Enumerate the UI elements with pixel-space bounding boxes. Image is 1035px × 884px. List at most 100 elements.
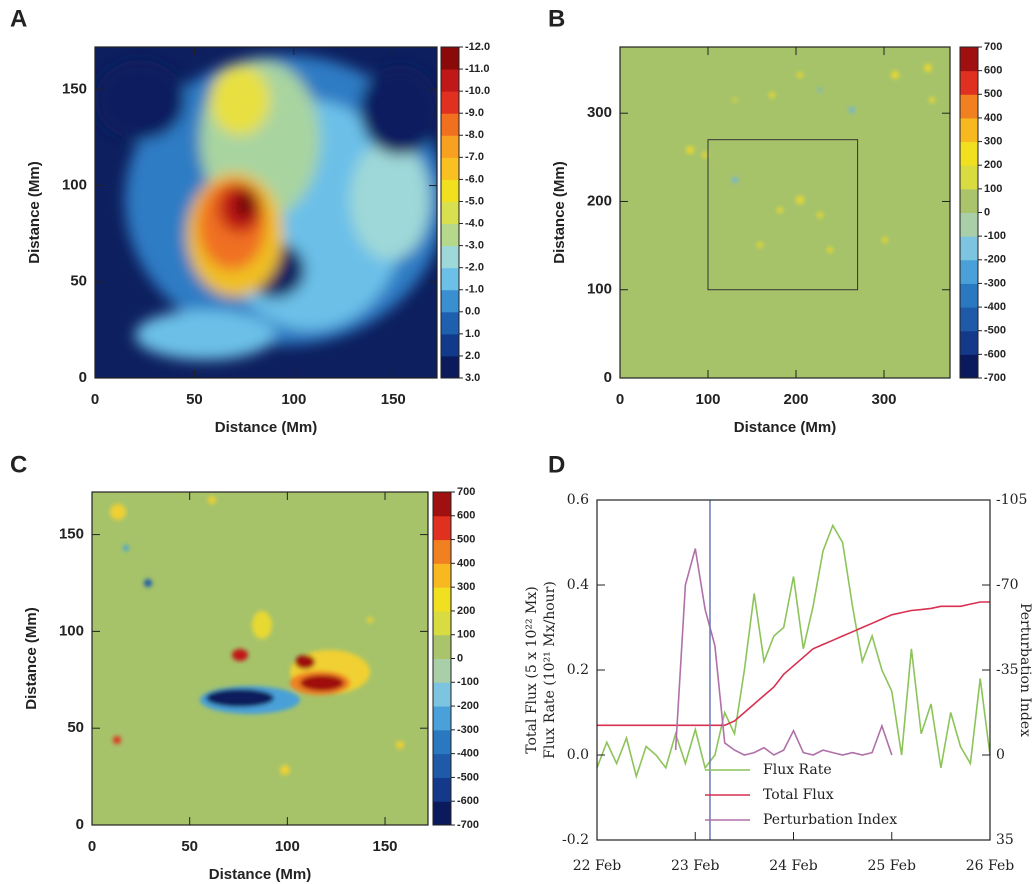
x-axis-label: Distance (Mm) [734, 419, 837, 436]
colorbar-band [433, 659, 451, 683]
y-tick-label: 50 [70, 273, 87, 290]
colorbar-tick-label: 100 [984, 183, 1002, 195]
colorbar-band [441, 113, 459, 136]
y-tick-label: 0 [604, 369, 612, 386]
y2-tick-label: -70 [996, 577, 1019, 593]
colorbar-tick-label: -400 [457, 748, 479, 760]
colorbar-tick-label: 0.0 [465, 306, 480, 318]
colorbar-band [441, 201, 459, 224]
colorbar-band [960, 142, 978, 166]
y-tick-label: 150 [59, 526, 84, 543]
colorbar-tick-label: 400 [457, 557, 475, 569]
colorbar-tick-label: -500 [457, 771, 479, 783]
y-tick-label: 0.4 [567, 577, 589, 593]
y-axis-label: Distance (Mm) [23, 607, 40, 710]
y-axis-label: Total Flux (5 x 10²² Mx) [524, 586, 540, 753]
heatmap-image [95, 47, 445, 378]
colorbar-tick-label: -500 [984, 325, 1006, 337]
heatmap-image [620, 47, 950, 378]
colorbar-tick-label: 2.0 [465, 350, 480, 362]
colorbar-tick-label: 300 [984, 135, 1002, 147]
colorbar-band [441, 268, 459, 291]
panel-label: C [10, 451, 27, 478]
y-tick-label: 0 [76, 816, 84, 833]
y-tick-label: 100 [59, 622, 84, 639]
colorbar-band [433, 611, 451, 635]
colorbar-tick-label: 100 [457, 629, 475, 641]
colorbar-band [433, 492, 451, 516]
colorbar-tick-label: -600 [457, 795, 479, 807]
colorbar-band [960, 354, 978, 378]
colorbar-band [960, 94, 978, 118]
colorbar-band [433, 635, 451, 659]
colorbar-band [433, 587, 451, 611]
colorbar-band [441, 334, 459, 357]
x-tick-label: 50 [186, 391, 203, 408]
colorbar-band [441, 290, 459, 313]
colorbar-band [960, 307, 978, 331]
colorbar-tick-label: 3.0 [465, 372, 480, 384]
y-tick-label: -0.2 [562, 832, 589, 848]
colorbar-band [433, 777, 451, 801]
colorbar-band [960, 189, 978, 213]
colorbar-band [441, 135, 459, 158]
colorbar-tick-label: -100 [984, 230, 1006, 242]
figure: 0 50 100 150 0 50 100 150 Distance (Mm) Distance … [0, 0, 1035, 884]
x-tick-label: 50 [181, 838, 198, 855]
colorbar-tick-label: -200 [457, 700, 479, 712]
colorbar-band [441, 91, 459, 114]
colorbar-band [441, 224, 459, 247]
x-tick-label: 26 Feb [966, 858, 1014, 874]
colorbar-tick-label: -1.0 [465, 284, 484, 296]
colorbar-tick-label: 500 [457, 533, 475, 545]
colorbar-tick-label: -10.0 [465, 85, 490, 97]
colorbar-band [960, 118, 978, 142]
page: {"chart_data": [ {"type": "heatmap", "la… [0, 0, 1035, 884]
colorbar-tick-label: -4.0 [465, 217, 484, 229]
x-tick-label: 24 Feb [769, 858, 817, 874]
colorbar-band [433, 682, 451, 706]
colorbar-tick-label: -100 [457, 676, 479, 688]
colorbar-tick-label: 0 [984, 206, 990, 218]
colorbar-tick-label: -3.0 [465, 240, 484, 252]
colorbar-band [960, 47, 978, 71]
x-tick-label: 100 [695, 391, 720, 408]
panel-label: B [548, 5, 565, 32]
colorbar-tick-label: -12.0 [465, 41, 490, 53]
y-tick-label: 50 [67, 719, 84, 736]
colorbar-band [441, 47, 459, 70]
x-tick-label: 25 Feb [868, 858, 916, 874]
heatmap-bg [620, 47, 950, 378]
y-axis-label: Distance (Mm) [26, 161, 43, 264]
y-tick-label: 0 [79, 369, 87, 386]
x-tick-label: 150 [381, 391, 406, 408]
colorbar-tick-label: 0 [457, 652, 463, 664]
y-axis-label: Flux Rate (10²¹ Mx/hour) [542, 581, 558, 759]
y-tick-label: 0.2 [567, 662, 589, 678]
colorbar-tick-label: -5.0 [465, 195, 484, 207]
colorbar-tick-label: 300 [457, 581, 475, 593]
colorbar-tick-label: -2.0 [465, 262, 484, 274]
colorbar-tick-label: 400 [984, 112, 1002, 124]
x-tick-label: 100 [275, 838, 300, 855]
colorbar-band [433, 563, 451, 587]
y2-tick-label: -105 [996, 492, 1027, 508]
y-axis-label: Distance (Mm) [551, 161, 568, 264]
legend-label: Total Flux [763, 787, 834, 803]
colorbar-tick-label: -8.0 [465, 129, 484, 141]
colorbar-tick-label: -9.0 [465, 107, 484, 119]
colorbar-band [433, 754, 451, 778]
x-tick-label: 0 [88, 838, 96, 855]
colorbar-band [441, 179, 459, 202]
colorbar-band [960, 260, 978, 284]
colorbar-tick-label: -200 [984, 254, 1006, 266]
colorbar-tick-label: 600 [984, 65, 1002, 77]
colorbar-tick-label: -400 [984, 301, 1006, 313]
colorbar-tick-label: -11.0 [465, 63, 489, 75]
x-axis-label: Distance (Mm) [209, 866, 312, 883]
legend-label: Flux Rate [763, 762, 832, 778]
colorbar-band [960, 331, 978, 355]
colorbar-band [441, 69, 459, 92]
colorbar-tick-label: 500 [984, 88, 1002, 100]
y-tick-label: 300 [587, 104, 612, 121]
